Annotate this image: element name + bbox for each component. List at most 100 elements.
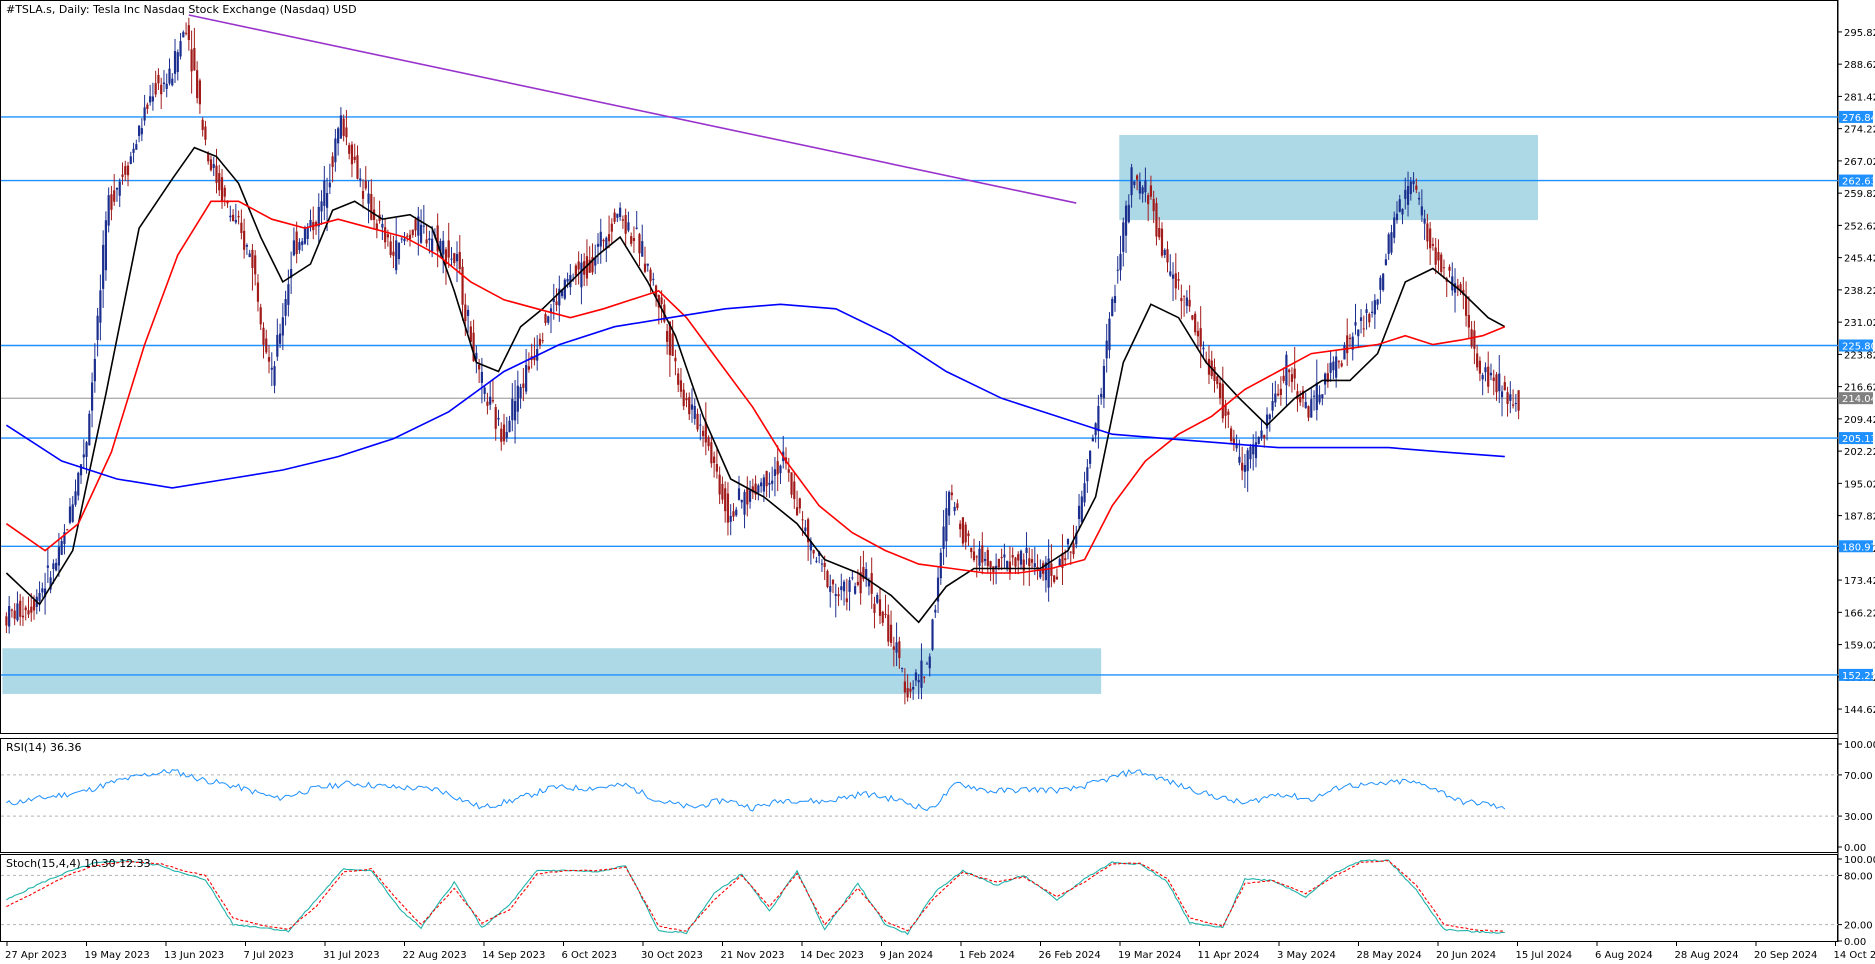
candle-body xyxy=(1042,563,1045,574)
candle-body xyxy=(1359,317,1363,321)
candle-body xyxy=(1467,315,1470,328)
candle-body xyxy=(1301,390,1305,399)
candle-body xyxy=(234,219,237,223)
candle-body xyxy=(1141,187,1144,194)
candle-body xyxy=(519,386,522,399)
candle-body xyxy=(107,195,110,226)
candle-body xyxy=(610,223,613,232)
candle-body xyxy=(414,219,417,231)
current-price-badge: 214.04 xyxy=(1842,394,1875,405)
candle-body xyxy=(52,563,55,569)
candle-body xyxy=(229,215,232,218)
candle-body xyxy=(502,424,506,442)
candle-body xyxy=(90,382,94,411)
candle-body xyxy=(1437,252,1440,261)
candle-body xyxy=(881,611,884,623)
candle-body xyxy=(126,165,130,176)
candle-body xyxy=(718,474,721,495)
candle-body xyxy=(1268,414,1271,420)
candle-body xyxy=(1241,462,1244,471)
moving-average-3 xyxy=(5,303,1505,489)
candle-body xyxy=(325,192,329,208)
candle-body xyxy=(1105,340,1108,359)
candle-body xyxy=(1047,558,1050,588)
candle-body xyxy=(607,234,611,242)
candle-body xyxy=(314,222,318,227)
level-badge-3: 225.80 xyxy=(1842,342,1875,353)
candle-body xyxy=(1053,575,1056,582)
candle-body xyxy=(685,398,688,401)
candle-body xyxy=(1453,283,1457,293)
candle-body xyxy=(726,493,730,523)
candle-body xyxy=(60,541,63,555)
price-tick-label: 288.62 xyxy=(1844,60,1875,71)
candle-body xyxy=(1398,199,1401,212)
candle-body xyxy=(345,127,348,138)
rsi-tick-label: 0.00 xyxy=(1844,843,1866,854)
candle-body xyxy=(1124,205,1128,236)
rsi-label: RSI(14) 36.36 xyxy=(6,741,82,754)
candle-body xyxy=(939,552,942,579)
candle-body xyxy=(970,547,973,553)
candle-body xyxy=(1296,391,1299,400)
candle-body xyxy=(1133,181,1136,186)
candle-body xyxy=(190,49,193,72)
candle-body xyxy=(762,477,765,492)
stoch-label: Stoch(15,4,4) 10.30 12.33 xyxy=(6,857,151,870)
candle-body xyxy=(49,577,52,590)
candle-body xyxy=(171,78,174,86)
candle-body xyxy=(16,603,19,621)
candle-body xyxy=(1077,505,1081,519)
candle-body xyxy=(931,619,934,650)
candle-body xyxy=(124,166,127,175)
candle-body xyxy=(1086,467,1089,482)
candle-body xyxy=(256,282,260,302)
candle-body xyxy=(500,428,503,442)
price-tick-label: 245.42 xyxy=(1844,254,1875,265)
candle-body xyxy=(1343,344,1346,360)
candle-body xyxy=(1417,197,1421,200)
candle-body xyxy=(1304,401,1307,408)
candle-body xyxy=(925,663,929,665)
candle-body xyxy=(168,68,171,84)
candle-body xyxy=(146,104,149,110)
candle-body xyxy=(149,96,152,103)
candle-body xyxy=(1321,394,1324,399)
candle-body xyxy=(1144,180,1147,193)
candle-body xyxy=(464,304,467,322)
candle-body xyxy=(480,371,483,383)
candle-body xyxy=(619,207,622,218)
candle-body xyxy=(281,317,284,336)
candle-body xyxy=(851,577,854,579)
time-tick-label: 3 May 2024 xyxy=(1277,950,1336,961)
candle-body xyxy=(1401,208,1404,215)
candle-body xyxy=(1448,266,1451,271)
candle-body xyxy=(1252,444,1255,455)
price-tick-label: 195.02 xyxy=(1844,479,1875,490)
candle-body xyxy=(497,417,500,420)
candle-body xyxy=(46,565,49,568)
candle-body xyxy=(132,148,135,153)
candle-body xyxy=(317,206,320,227)
current-price-badge-bg xyxy=(1839,392,1873,405)
candle-body xyxy=(964,524,967,543)
candle-body xyxy=(923,676,926,678)
candle-body xyxy=(79,464,83,476)
candle-body xyxy=(646,263,649,266)
candle-body xyxy=(331,156,334,167)
candle-body xyxy=(760,482,763,487)
candle-body xyxy=(594,257,597,266)
candle-body xyxy=(472,332,475,362)
time-tick-label: 26 Feb 2024 xyxy=(1039,950,1101,961)
candle-body xyxy=(591,256,594,273)
candle-body xyxy=(201,119,204,131)
candle-body xyxy=(704,421,707,443)
candle-body xyxy=(1152,198,1155,212)
candle-body xyxy=(701,430,705,437)
candle-body xyxy=(936,577,940,602)
price-tick-label: 166.22 xyxy=(1844,608,1875,619)
candle-body xyxy=(975,556,978,558)
candle-body xyxy=(1069,551,1072,553)
candle-body xyxy=(436,225,439,252)
